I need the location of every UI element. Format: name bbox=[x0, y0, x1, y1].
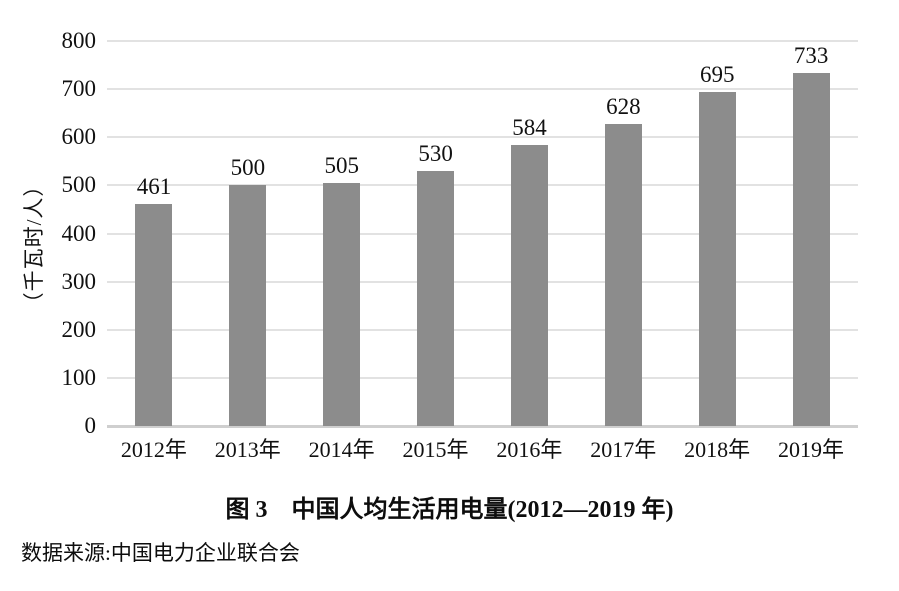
x-tick-label: 2016年 bbox=[496, 437, 563, 462]
gridline bbox=[107, 328, 858, 331]
bar bbox=[510, 144, 548, 426]
x-tick-label: 2014年 bbox=[308, 437, 375, 462]
x-axis-line bbox=[107, 425, 858, 428]
y-tick-label: 200 bbox=[61, 316, 97, 342]
gridline bbox=[107, 184, 858, 187]
gridline bbox=[107, 280, 858, 283]
bar-value-label: 695 bbox=[699, 61, 735, 87]
bar bbox=[604, 123, 642, 426]
x-tick-label: 2012年 bbox=[120, 437, 187, 462]
bar bbox=[135, 204, 173, 426]
y-tick-label: 0 bbox=[84, 413, 97, 438]
x-tick-label: 2018年 bbox=[684, 437, 751, 462]
bar-value-label: 505 bbox=[324, 152, 359, 178]
bar-value-label: 733 bbox=[793, 43, 829, 69]
x-tick-label: 2015年 bbox=[402, 437, 469, 462]
x-tick-label: 2013年 bbox=[214, 437, 281, 462]
gridline bbox=[107, 232, 858, 235]
y-tick-label: 300 bbox=[61, 268, 97, 294]
y-tick-label: 600 bbox=[61, 124, 97, 150]
gridline bbox=[107, 88, 858, 91]
gridline bbox=[107, 40, 858, 42]
gridline bbox=[107, 136, 858, 139]
bar bbox=[229, 185, 267, 426]
bar-value-label: 628 bbox=[606, 93, 641, 119]
y-tick-label: 500 bbox=[61, 172, 97, 198]
y-tick-label: 400 bbox=[61, 220, 97, 246]
figure-caption: 图 3 中国人均生活用电量(2012—2019 年) bbox=[225, 497, 674, 523]
y-tick-label: 100 bbox=[61, 364, 97, 390]
bar-value-label: 584 bbox=[512, 114, 547, 140]
y-tick-label: 700 bbox=[61, 76, 97, 102]
bar bbox=[698, 91, 736, 426]
bar-value-label: 500 bbox=[230, 155, 266, 181]
data-source-note: 数据来源:中国电力企业联合会 bbox=[21, 541, 300, 565]
x-tick-label: 2019年 bbox=[778, 437, 845, 462]
gridline bbox=[107, 376, 858, 379]
plot-area: 461 500 505 530 584 628 695 733 bbox=[107, 40, 858, 428]
bar bbox=[792, 73, 830, 426]
bar bbox=[323, 182, 361, 426]
x-tick-label: 2017年 bbox=[590, 437, 657, 462]
bar-value-label: 530 bbox=[418, 140, 453, 166]
y-tick-label: 800 bbox=[61, 28, 97, 53]
bar bbox=[417, 170, 455, 426]
bar-value-label: 461 bbox=[136, 174, 172, 200]
